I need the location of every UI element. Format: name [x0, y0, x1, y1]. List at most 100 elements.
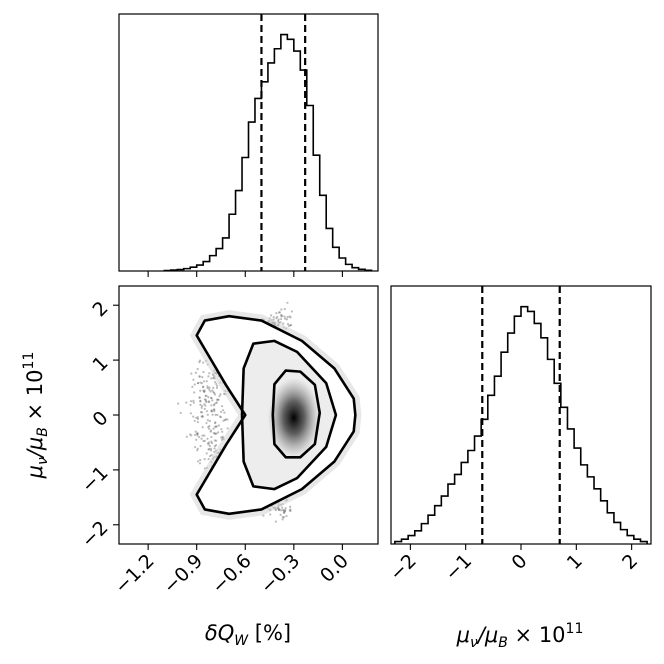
sample-point	[190, 372, 193, 375]
sample-point	[219, 393, 222, 396]
sample-point	[282, 511, 285, 514]
sample-point	[226, 427, 229, 430]
sample-point	[214, 413, 217, 416]
sample-point	[213, 432, 216, 435]
sample-point	[280, 308, 283, 311]
sample-point	[269, 513, 272, 516]
sample-point	[213, 404, 216, 407]
sample-point	[208, 386, 211, 389]
sample-point	[277, 318, 280, 321]
histogram-bin	[548, 359, 555, 544]
sample-point	[198, 359, 202, 362]
sample-point	[205, 421, 208, 425]
sample-point	[189, 400, 193, 403]
sample-point	[289, 324, 292, 327]
sample-point	[215, 439, 218, 442]
sample-point	[202, 380, 206, 383]
sample-point	[200, 382, 204, 385]
sample-point	[196, 432, 199, 435]
histogram-bin	[475, 436, 482, 544]
histogram-outline	[163, 33, 373, 272]
sample-point	[281, 506, 284, 509]
sample-point	[217, 424, 220, 427]
sample-point	[285, 514, 288, 518]
histogram-bin	[274, 49, 280, 271]
sample-point	[194, 371, 198, 374]
sample-point	[286, 301, 289, 304]
sample-point	[196, 367, 199, 371]
joint-contours	[195, 314, 357, 516]
sample-point	[200, 406, 203, 409]
sample-point	[204, 394, 207, 397]
histogram-bin	[216, 249, 222, 271]
sample-point	[216, 413, 219, 416]
sample-point	[208, 419, 212, 423]
sample-point	[283, 510, 286, 513]
sample-point	[210, 377, 213, 380]
histogram-bin	[421, 524, 428, 544]
sample-point	[206, 442, 209, 445]
sample-point	[216, 384, 219, 387]
sample-point	[201, 415, 204, 418]
sample-point	[199, 399, 202, 403]
sample-point	[210, 440, 213, 443]
x-tick-label: 2	[618, 550, 642, 574]
histogram-bin	[223, 238, 229, 271]
sample-point	[287, 324, 291, 327]
sample-point	[211, 389, 214, 392]
sample-point	[198, 396, 201, 399]
sample-point	[203, 439, 206, 442]
sample-point	[208, 441, 211, 444]
histogram-bin	[501, 352, 508, 544]
sample-point	[195, 416, 198, 419]
sample-point	[209, 430, 212, 433]
sample-point	[196, 381, 199, 385]
sample-point	[289, 508, 292, 511]
sample-point	[282, 322, 285, 325]
sample-point	[223, 418, 227, 422]
sample-point	[185, 435, 188, 438]
sample-point	[277, 508, 281, 511]
sample-point	[207, 375, 210, 378]
sample-point	[179, 411, 182, 415]
sample-point	[202, 389, 205, 392]
sample-point	[288, 509, 291, 512]
sample-point	[192, 399, 195, 402]
histogram-bin	[261, 82, 267, 271]
y-tick-label: 0	[88, 407, 112, 431]
histogram-bin	[567, 429, 574, 544]
sample-point	[205, 394, 208, 397]
sample-point	[196, 417, 200, 421]
sample-point	[280, 315, 283, 318]
x-tick-label: 0	[507, 550, 531, 574]
sample-point	[212, 386, 215, 389]
sample-point	[215, 444, 218, 447]
sample-point	[290, 323, 293, 327]
sample-point	[214, 401, 217, 405]
sample-point	[210, 409, 213, 413]
histogram-bin	[461, 462, 468, 544]
sample-point	[212, 431, 215, 435]
sample-point	[193, 383, 196, 386]
x-axis-label-mu: μν/μB × 1011	[456, 621, 584, 651]
sample-point	[218, 394, 221, 398]
dqw-marginal-frame	[118, 13, 379, 272]
x-tick-label: −0.6	[208, 550, 256, 598]
sample-point	[207, 457, 210, 461]
sample-point	[206, 413, 209, 416]
sample-point	[205, 452, 208, 455]
sample-point	[201, 426, 204, 429]
joint-sample-cloud	[177, 301, 362, 523]
sample-point	[204, 400, 208, 403]
sample-point	[219, 415, 222, 418]
sample-point	[198, 396, 201, 399]
sample-point	[289, 509, 292, 513]
histogram-bin	[346, 264, 352, 271]
sample-point	[197, 382, 200, 385]
sample-point	[203, 403, 206, 406]
sample-point	[212, 427, 215, 430]
sample-point	[192, 415, 195, 418]
histogram-bin	[242, 158, 248, 271]
sample-point	[224, 418, 227, 421]
sample-point	[222, 419, 225, 422]
